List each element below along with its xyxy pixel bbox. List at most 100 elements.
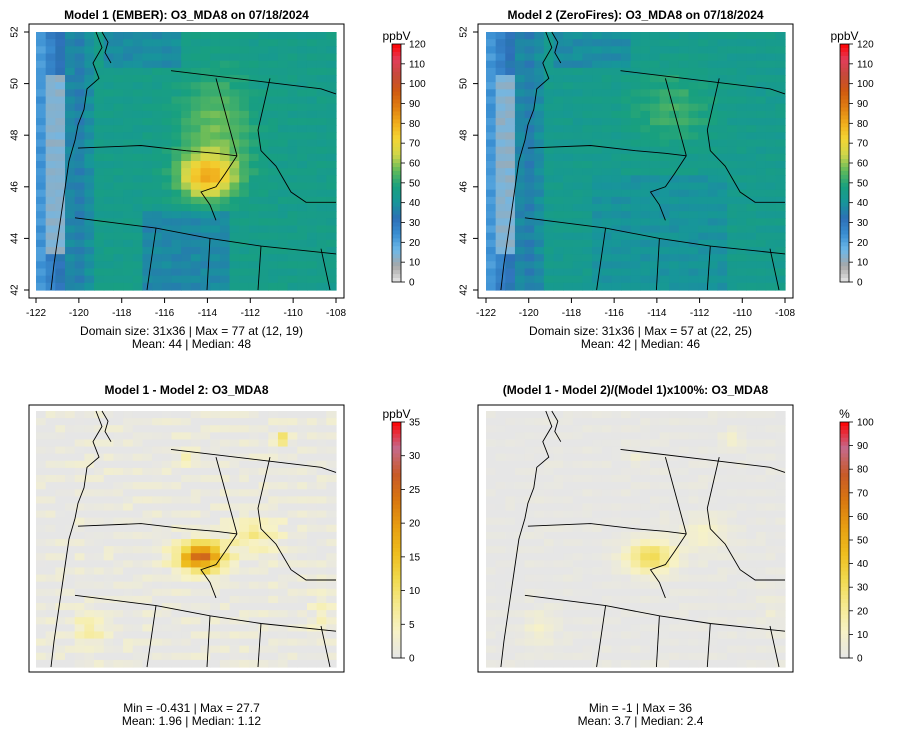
heatmap-cell <box>171 275 182 284</box>
colorbar-swatch <box>392 222 401 227</box>
heatmap-cell <box>756 482 767 490</box>
heatmap-cell <box>239 32 250 40</box>
heatmap-cell <box>229 254 240 262</box>
heatmap-cell <box>775 510 786 519</box>
heatmap-cell <box>36 196 47 205</box>
heatmap-cell <box>103 60 115 69</box>
heatmap-cell <box>94 82 105 90</box>
heatmap-cell <box>727 75 738 83</box>
heatmap-cell <box>123 453 134 462</box>
heatmap-cell <box>649 232 661 241</box>
heatmap-cell <box>132 118 144 126</box>
heatmap-cell <box>505 631 516 640</box>
heatmap-cell <box>229 175 240 184</box>
heatmap-cell <box>171 39 182 47</box>
heatmap-cell <box>775 581 786 590</box>
heatmap-cell <box>306 118 318 126</box>
heatmap-cell <box>582 189 593 198</box>
heatmap-cell <box>640 531 651 540</box>
heatmap-cell <box>36 211 47 219</box>
heatmap-cell <box>142 247 153 255</box>
heatmap-cell <box>649 610 661 618</box>
heatmap-cell <box>524 247 535 255</box>
colorbar-swatch <box>392 508 401 513</box>
heatmap-cell <box>621 524 632 533</box>
heatmap-cell <box>326 204 337 212</box>
heatmap-cell <box>268 517 279 526</box>
heatmap-cell <box>36 67 47 76</box>
heatmap-cell <box>592 125 603 133</box>
heatmap-cell <box>219 225 231 234</box>
heatmap-cell <box>495 225 506 234</box>
heatmap-cell <box>563 204 574 212</box>
heatmap-cell <box>746 268 757 277</box>
heatmap-cell <box>132 425 144 433</box>
heatmap-cell <box>277 624 289 633</box>
heatmap-cell <box>592 517 603 526</box>
heatmap-cell <box>765 524 776 533</box>
heatmap-cell <box>659 275 670 284</box>
heatmap-cell <box>678 282 690 291</box>
heatmap-cell <box>534 546 545 554</box>
heatmap-cell <box>736 517 748 526</box>
heatmap-cell <box>258 139 269 148</box>
heatmap-cell <box>601 132 612 141</box>
heatmap-cell <box>649 659 661 668</box>
heatmap-cell <box>688 161 699 169</box>
heatmap-cell <box>640 247 651 255</box>
heatmap-cell <box>630 232 641 241</box>
heatmap-cell <box>505 254 516 262</box>
heatmap-cell <box>268 553 279 561</box>
heatmap-cell <box>524 610 535 618</box>
heatmap-cell <box>200 46 211 55</box>
heatmap-cell <box>142 539 153 547</box>
heatmap-cell <box>84 652 95 661</box>
heatmap-cell <box>200 638 211 647</box>
heatmap-cell <box>717 82 728 90</box>
colorbar-tick-label: 100 <box>409 79 426 90</box>
heatmap-cell <box>123 275 134 284</box>
colorbar-swatch <box>392 147 401 152</box>
heatmap-cell <box>572 574 584 583</box>
heatmap-cell <box>132 225 144 234</box>
heatmap-cell <box>495 503 506 512</box>
heatmap-cell <box>123 432 134 441</box>
heatmap-cell <box>297 89 308 98</box>
heatmap-cell <box>727 617 738 625</box>
heatmap-cell <box>132 153 144 162</box>
heatmap-cell <box>746 574 757 583</box>
heatmap-cell <box>316 67 327 76</box>
colorbar-swatch <box>392 242 401 247</box>
heatmap-cell <box>736 553 748 561</box>
heatmap-cell <box>210 247 221 255</box>
heatmap-cell <box>55 645 66 654</box>
heatmap-cell <box>746 524 757 533</box>
heatmap-cell <box>678 453 690 462</box>
heatmap-cell <box>688 425 699 433</box>
heatmap-cell <box>727 82 738 90</box>
heatmap-cell <box>592 432 603 441</box>
heatmap-cell <box>765 496 776 505</box>
colorbar-swatch <box>392 437 401 443</box>
heatmap-cell <box>123 261 134 270</box>
heatmap-cell <box>210 268 221 277</box>
heatmap-cell <box>688 53 699 62</box>
heatmap-cell <box>268 503 279 512</box>
heatmap-cell <box>152 211 163 219</box>
heatmap-cell <box>316 239 327 248</box>
heatmap-cell <box>572 510 584 519</box>
heatmap-cell <box>563 89 574 98</box>
heatmap-cell <box>268 132 279 141</box>
heatmap-cell <box>572 161 584 169</box>
heatmap-cell <box>649 460 661 469</box>
heatmap-cell <box>698 118 709 126</box>
heatmap-cell <box>103 275 115 284</box>
heatmap-cell <box>553 132 564 141</box>
heatmap-cell <box>171 139 182 148</box>
heatmap-cell <box>287 467 298 476</box>
heatmap-cell <box>297 439 308 448</box>
heatmap-cell <box>45 175 56 184</box>
heatmap-cell <box>659 425 670 433</box>
heatmap-cell <box>316 503 327 512</box>
heatmap-cell <box>592 624 603 633</box>
